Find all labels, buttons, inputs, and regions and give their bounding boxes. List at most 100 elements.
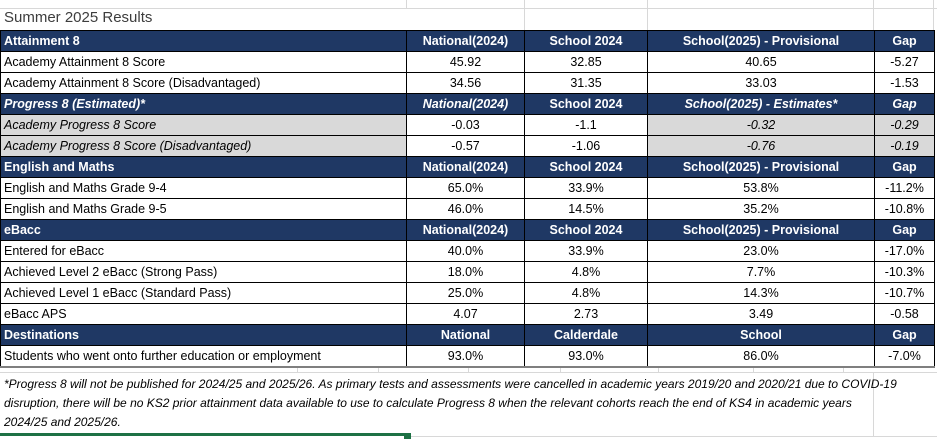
gridline <box>468 366 469 372</box>
cell[interactable]: 32.85 <box>524 51 648 73</box>
col-header-gap[interactable]: Gap <box>874 219 935 241</box>
section-title[interactable]: Attainment 8 <box>0 30 407 52</box>
col-header-school[interactable]: School <box>647 324 875 346</box>
cell[interactable]: -5.27 <box>874 51 935 73</box>
col-header-school-2024[interactable]: School 2024 <box>524 156 648 178</box>
cell[interactable]: -11.2% <box>874 177 935 199</box>
gridline <box>873 0 874 30</box>
gridline <box>843 366 844 372</box>
section-title[interactable]: Destinations <box>0 324 407 346</box>
cell[interactable]: 65.0% <box>406 177 525 199</box>
section-header-row-progress8: Progress 8 (Estimated)* National(2024) S… <box>0 93 935 115</box>
cell[interactable]: -10.8% <box>874 198 935 220</box>
cell[interactable]: -0.32 <box>647 114 875 136</box>
col-header-school-2025[interactable]: School(2025) - Provisional <box>647 30 875 52</box>
cell[interactable]: 33.03 <box>647 72 875 94</box>
cell[interactable]: 14.3% <box>647 282 875 304</box>
col-header-national[interactable]: National(2024) <box>406 156 525 178</box>
cell[interactable]: -17.0% <box>874 240 935 262</box>
selection-border[interactable] <box>0 433 409 436</box>
gridline <box>297 366 298 372</box>
row-label[interactable]: Academy Progress 8 Score <box>0 114 407 136</box>
col-header-school-2025[interactable]: School(2025) - Provisional <box>647 219 875 241</box>
row-label[interactable]: Academy Attainment 8 Score (Disadvantage… <box>0 72 407 94</box>
cell[interactable]: 23.0% <box>647 240 875 262</box>
cell[interactable]: -0.57 <box>406 135 525 157</box>
col-header-school-2024[interactable]: School 2024 <box>524 219 648 241</box>
gridline <box>0 372 937 373</box>
cell[interactable]: 31.35 <box>524 72 648 94</box>
cell[interactable]: -1.06 <box>524 135 648 157</box>
cell[interactable]: 40.0% <box>406 240 525 262</box>
cell[interactable]: 35.2% <box>647 198 875 220</box>
col-header-calderdale[interactable]: Calderdale <box>524 324 648 346</box>
cell[interactable]: 2.73 <box>524 303 648 325</box>
gridline <box>658 366 659 372</box>
col-header-national[interactable]: National(2024) <box>406 93 525 115</box>
cell[interactable]: -0.76 <box>647 135 875 157</box>
col-header-gap[interactable]: Gap <box>874 30 935 52</box>
cell[interactable]: 25.0% <box>406 282 525 304</box>
cell[interactable]: -1.53 <box>874 72 935 94</box>
gridline <box>647 0 648 30</box>
row-label[interactable]: Students who went onto further education… <box>0 345 407 368</box>
col-header-school-2024[interactable]: School 2024 <box>524 30 648 52</box>
cell[interactable]: 4.07 <box>406 303 525 325</box>
table-row: Academy Progress 8 Score (Disadvantaged)… <box>0 135 935 157</box>
section-header-row-attainment8: Attainment 8 National(2024) School 2024 … <box>0 30 935 52</box>
results-table: Attainment 8 National(2024) School 2024 … <box>0 30 935 368</box>
row-label[interactable]: English and Maths Grade 9-5 <box>0 198 407 220</box>
col-header-gap[interactable]: Gap <box>874 156 935 178</box>
section-title[interactable]: eBacc <box>0 219 407 241</box>
row-label[interactable]: eBacc APS <box>0 303 407 325</box>
cell[interactable]: -0.29 <box>874 114 935 136</box>
col-header-school-2025[interactable]: School(2025) - Estimates* <box>647 93 875 115</box>
table-row: Achieved Level 2 eBacc (Strong Pass) 18.… <box>0 261 935 283</box>
cell[interactable]: -0.19 <box>874 135 935 157</box>
section-title[interactable]: Progress 8 (Estimated)* <box>0 93 407 115</box>
row-label[interactable]: Achieved Level 2 eBacc (Strong Pass) <box>0 261 407 283</box>
cell[interactable]: 93.0% <box>524 345 648 368</box>
cell[interactable]: 93.0% <box>406 345 525 368</box>
row-label[interactable]: Achieved Level 1 eBacc (Standard Pass) <box>0 282 407 304</box>
cell[interactable]: -10.7% <box>874 282 935 304</box>
selection-handle[interactable] <box>404 433 411 439</box>
cell[interactable]: 40.65 <box>647 51 875 73</box>
row-label[interactable]: Academy Progress 8 Score (Disadvantaged) <box>0 135 407 157</box>
gridline <box>560 366 561 372</box>
cell[interactable]: -0.03 <box>406 114 525 136</box>
table-row: Achieved Level 1 eBacc (Standard Pass) 2… <box>0 282 935 304</box>
cell[interactable]: 33.9% <box>524 240 648 262</box>
cell[interactable]: 14.5% <box>524 198 648 220</box>
cell[interactable]: 18.0% <box>406 261 525 283</box>
cell[interactable]: 4.8% <box>524 261 648 283</box>
section-title[interactable]: English and Maths <box>0 156 407 178</box>
col-header-school-2025[interactable]: School(2025) - Provisional <box>647 156 875 178</box>
row-label[interactable]: Entered for eBacc <box>0 240 407 262</box>
cell[interactable]: 45.92 <box>406 51 525 73</box>
col-header-school-2024[interactable]: School 2024 <box>524 93 648 115</box>
cell[interactable]: -0.58 <box>874 303 935 325</box>
cell[interactable]: 34.56 <box>406 72 525 94</box>
cell[interactable]: -1.1 <box>524 114 648 136</box>
cell[interactable]: -10.3% <box>874 261 935 283</box>
cell[interactable]: 4.8% <box>524 282 648 304</box>
cell[interactable]: 33.9% <box>524 177 648 199</box>
cell[interactable]: 86.0% <box>647 345 875 368</box>
cell[interactable]: 3.49 <box>647 303 875 325</box>
cell[interactable]: 53.8% <box>647 177 875 199</box>
gridline <box>407 436 937 437</box>
col-header-national[interactable]: National(2024) <box>406 30 525 52</box>
row-label[interactable]: Academy Attainment 8 Score <box>0 51 407 73</box>
table-row: English and Maths Grade 9-5 46.0% 14.5% … <box>0 198 935 220</box>
row-label[interactable]: English and Maths Grade 9-4 <box>0 177 407 199</box>
footnote-text: *Progress 8 will not be published for 20… <box>4 377 897 429</box>
col-header-gap[interactable]: Gap <box>874 324 935 346</box>
cell[interactable]: 46.0% <box>406 198 525 220</box>
col-header-national[interactable]: National <box>406 324 525 346</box>
cell[interactable]: 7.7% <box>647 261 875 283</box>
section-header-row-ebacc: eBacc National(2024) School 2024 School(… <box>0 219 935 241</box>
col-header-gap[interactable]: Gap <box>874 93 935 115</box>
cell[interactable]: -7.0% <box>874 345 935 368</box>
col-header-national[interactable]: National(2024) <box>406 219 525 241</box>
